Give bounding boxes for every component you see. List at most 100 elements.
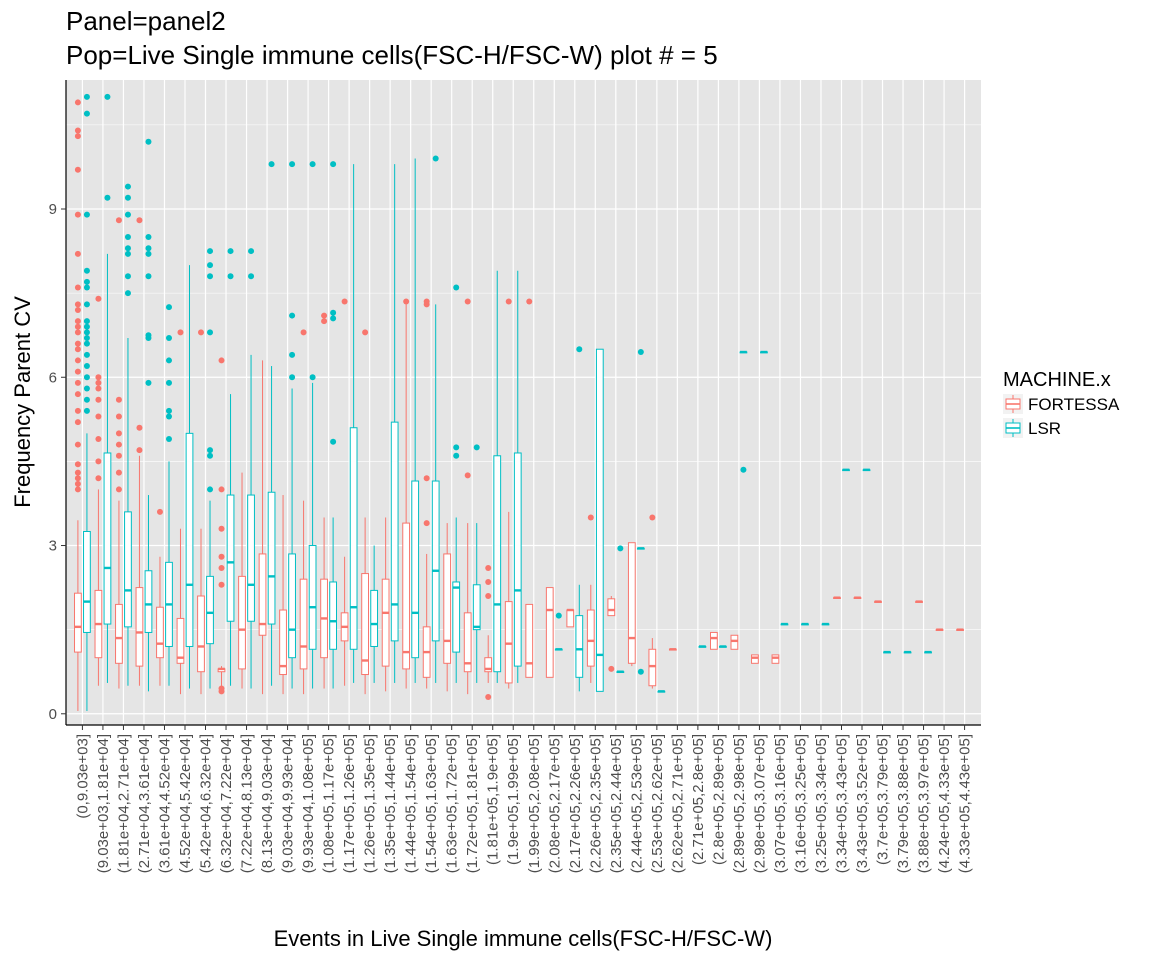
- outlier-point: [74, 340, 81, 347]
- outlier-point: [74, 346, 81, 353]
- box-lsr: [390, 164, 399, 683]
- outlier-point: [115, 430, 122, 437]
- box-fortessa: [956, 628, 964, 631]
- box-fortessa: [833, 596, 841, 599]
- box-iqr: [443, 553, 452, 664]
- box-lsr: [452, 284, 461, 683]
- box-fortessa: [299, 329, 308, 695]
- outlier-point: [95, 385, 102, 392]
- outlier-point: [526, 298, 533, 305]
- outlier-point: [136, 424, 143, 431]
- legend-item-fortessa: FORTESSA: [1003, 394, 1120, 414]
- box-fortessa: [710, 631, 718, 650]
- x-tick-label: (1.26e+05,1.35e+05]: [362, 734, 379, 873]
- outlier-point: [453, 452, 460, 459]
- outlier-point: [268, 161, 275, 168]
- outlier-point: [165, 413, 172, 420]
- x-tick-label: (6.32e+04,7.22e+04]: [218, 734, 235, 873]
- x-tick-label: (3.16e+05,3.25e+05]: [792, 734, 809, 873]
- outlier-point: [227, 248, 234, 255]
- box-lsr: [247, 248, 255, 689]
- outlier-point: [95, 396, 102, 403]
- box-fortessa: [422, 298, 431, 689]
- outlier-point: [95, 458, 102, 465]
- x-tick-label: (9.93e+04,1.08e+05]: [300, 734, 317, 873]
- x-tick-label: (3.79e+05,3.88e+05]: [895, 734, 912, 873]
- x-tick-label: (3.25e+05,3.34e+05]: [813, 734, 830, 873]
- box-fortessa: [443, 523, 452, 692]
- box-fortessa: [135, 217, 144, 686]
- outlier-point: [74, 329, 81, 336]
- x-tick-label: (2.53e+05,2.62e+05]: [649, 734, 666, 873]
- outlier-point: [95, 379, 102, 386]
- x-tick-label: (9.03e+03,1.81e+04]: [95, 734, 112, 873]
- x-tick-label: (3.07e+05,3.16e+05]: [772, 734, 789, 873]
- box-fortessa: [115, 217, 123, 689]
- outlier-point: [637, 668, 644, 675]
- outlier-point: [485, 564, 492, 571]
- outlier-point: [227, 273, 234, 280]
- box-lsr: [657, 690, 666, 693]
- outlier-point: [74, 211, 81, 218]
- x-tick-label: (1.81e+04,2.71e+04]: [115, 734, 132, 873]
- box-fortessa: [607, 596, 616, 672]
- box-iqr: [267, 491, 276, 625]
- box-iqr: [586, 609, 595, 667]
- outlier-point: [124, 194, 131, 201]
- outlier-point: [145, 234, 152, 241]
- y-tick-label: 0: [49, 706, 57, 723]
- x-tick-label: (3.34e+05,3.43e+05]: [833, 734, 850, 873]
- box-fortessa: [217, 357, 226, 695]
- box-iqr: [370, 589, 379, 647]
- outlier-point: [300, 329, 307, 336]
- box-lsr: [103, 93, 112, 683]
- y-tick-label: 6: [49, 369, 57, 386]
- outlier-point: [74, 301, 81, 308]
- outlier-point: [218, 357, 225, 364]
- x-tick-label: (2.17e+05,2.26e+05]: [567, 734, 584, 873]
- outlier-point: [115, 217, 122, 224]
- box-iqr: [431, 480, 440, 642]
- box-lsr: [288, 161, 296, 689]
- box-iqr: [627, 542, 636, 664]
- box-iqr: [452, 581, 461, 653]
- box-iqr: [390, 421, 399, 642]
- outlier-point: [207, 262, 214, 269]
- box-lsr: [883, 650, 891, 654]
- outlier-point: [248, 248, 255, 255]
- outlier-point: [115, 441, 122, 448]
- legend-label: FORTESSA: [1028, 395, 1120, 414]
- box-iqr: [103, 452, 112, 625]
- outlier-point: [207, 486, 214, 493]
- outlier-point: [321, 318, 328, 325]
- box-iqr: [566, 609, 575, 628]
- outlier-point: [207, 447, 214, 454]
- box-iqr: [545, 587, 554, 678]
- outlier-point: [617, 545, 624, 552]
- outlier-point: [485, 593, 492, 599]
- x-tick-label: (2.71e+04,3.61e+04]: [136, 734, 153, 873]
- box-iqr: [329, 581, 337, 650]
- outlier-point: [83, 267, 90, 274]
- x-tick-label: (2.26e+05,2.35e+05]: [587, 734, 604, 873]
- box-iqr: [513, 452, 522, 667]
- y-axis-title: Frequency Parent CV: [10, 296, 35, 508]
- box-iqr: [299, 578, 308, 670]
- outlier-point: [83, 323, 90, 330]
- box-lsr: [862, 468, 871, 472]
- outlier-point: [649, 514, 656, 521]
- x-tick-label: (3.43e+05,3.52e+05]: [854, 734, 871, 873]
- outlier-point: [165, 407, 172, 414]
- outlier-point: [453, 444, 460, 451]
- box-iqr: [472, 584, 481, 631]
- box-fortessa: [566, 608, 575, 628]
- outlier-point: [95, 435, 102, 442]
- outlier-point: [165, 435, 172, 442]
- box-lsr: [226, 248, 235, 686]
- outlier-point: [124, 183, 131, 190]
- box-iqr: [575, 615, 584, 678]
- outlier-point: [74, 461, 81, 468]
- x-tick-label: (1.44e+05,1.54e+05]: [403, 734, 420, 873]
- box-lsr: [616, 545, 625, 674]
